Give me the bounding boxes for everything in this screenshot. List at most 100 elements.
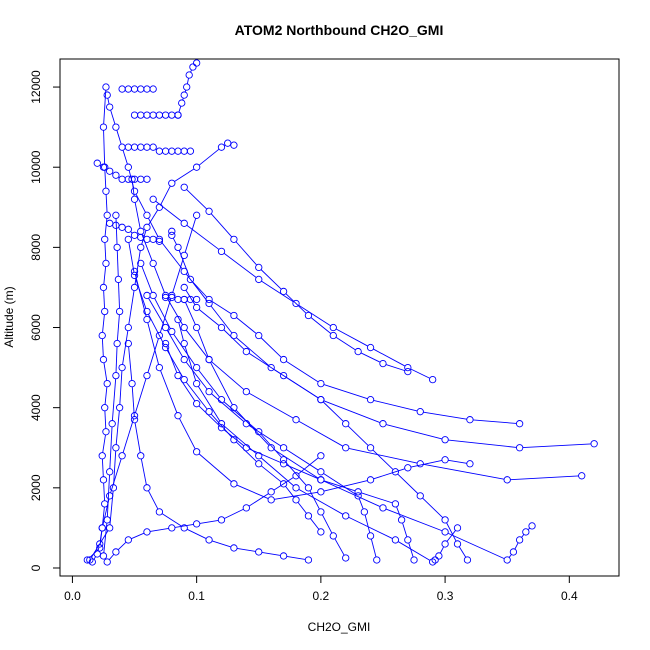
series-segment bbox=[103, 90, 107, 124]
data-point bbox=[128, 175, 136, 183]
series-segment bbox=[135, 278, 147, 309]
data-point bbox=[242, 444, 250, 452]
data-point bbox=[267, 363, 275, 372]
data-point bbox=[360, 508, 368, 516]
data-point bbox=[217, 420, 226, 428]
series-segment bbox=[103, 523, 108, 553]
data-point bbox=[590, 440, 598, 448]
data-point bbox=[410, 556, 418, 564]
y-axis: 0 2000 4000 6000 8000 10000 12000 bbox=[29, 70, 61, 571]
series-segment bbox=[148, 314, 165, 345]
data-point bbox=[205, 387, 213, 396]
data-point bbox=[255, 548, 263, 556]
data-point bbox=[317, 379, 325, 388]
data-point bbox=[112, 444, 120, 452]
data-point bbox=[168, 231, 176, 239]
series-segment bbox=[103, 130, 106, 165]
series-segment bbox=[192, 281, 208, 298]
data-point bbox=[230, 235, 238, 243]
data-point bbox=[242, 387, 250, 396]
series-segment bbox=[103, 482, 106, 501]
data-series-layer bbox=[83, 59, 598, 566]
series-segment bbox=[236, 548, 256, 552]
data-point bbox=[279, 552, 288, 560]
series-segment bbox=[334, 538, 345, 556]
data-point bbox=[391, 468, 400, 476]
data-point bbox=[113, 339, 121, 348]
series-segment bbox=[115, 346, 118, 373]
data-point bbox=[86, 556, 94, 564]
data-point bbox=[180, 295, 188, 304]
data-point bbox=[124, 323, 132, 332]
series-segment bbox=[211, 300, 232, 315]
data-point bbox=[130, 231, 139, 239]
series-segment bbox=[408, 542, 414, 558]
series-segment bbox=[223, 329, 245, 350]
data-point bbox=[149, 195, 157, 203]
series-segment bbox=[309, 490, 320, 510]
series-segment bbox=[514, 542, 519, 550]
data-point bbox=[192, 448, 201, 456]
data-point bbox=[466, 460, 474, 468]
data-point bbox=[255, 331, 263, 340]
data-point bbox=[168, 227, 176, 235]
series-segment bbox=[106, 474, 110, 517]
data-point bbox=[130, 267, 139, 276]
series-segment bbox=[286, 360, 319, 383]
series-segment bbox=[323, 480, 368, 492]
data-series bbox=[161, 339, 418, 564]
data-point bbox=[99, 476, 108, 484]
data-point bbox=[112, 123, 120, 131]
data-point bbox=[292, 496, 300, 504]
data-point bbox=[205, 408, 213, 416]
series-segment bbox=[186, 528, 207, 539]
data-point bbox=[143, 211, 151, 219]
data-point bbox=[112, 171, 120, 179]
series-segment bbox=[323, 473, 356, 495]
data-point bbox=[292, 299, 300, 308]
series-segment bbox=[211, 361, 245, 390]
data-point bbox=[180, 283, 188, 292]
data-point bbox=[161, 147, 170, 155]
data-point bbox=[180, 91, 188, 99]
series-segment bbox=[223, 252, 257, 278]
data-series bbox=[93, 159, 151, 183]
series-segment bbox=[348, 447, 418, 464]
series-segment bbox=[358, 498, 364, 510]
data-series bbox=[161, 293, 201, 304]
data-point bbox=[168, 179, 176, 187]
series-segment bbox=[260, 269, 282, 290]
series-segment bbox=[210, 213, 233, 238]
data-point bbox=[102, 83, 110, 91]
data-point bbox=[515, 420, 524, 428]
data-point bbox=[137, 452, 145, 460]
series-segment bbox=[111, 378, 117, 421]
data-point bbox=[130, 85, 139, 93]
data-point bbox=[114, 275, 123, 284]
series-segment bbox=[116, 250, 119, 277]
series-segment bbox=[323, 400, 381, 423]
series-segment bbox=[197, 386, 221, 422]
series-segment bbox=[274, 491, 318, 500]
data-point bbox=[317, 528, 325, 536]
series-segment bbox=[140, 458, 147, 485]
data-point bbox=[205, 207, 213, 215]
series-segment bbox=[236, 484, 269, 500]
series-segment bbox=[185, 329, 208, 358]
data-point bbox=[96, 540, 104, 548]
series-segment bbox=[273, 449, 319, 479]
series-segment bbox=[184, 218, 197, 253]
data-point bbox=[149, 143, 157, 151]
data-point bbox=[118, 143, 126, 151]
series-segment bbox=[248, 493, 269, 507]
data-point bbox=[102, 259, 110, 268]
data-point bbox=[155, 111, 164, 119]
data-point bbox=[503, 556, 511, 564]
series-segment bbox=[108, 554, 115, 560]
data-point bbox=[99, 123, 108, 131]
data-point bbox=[192, 363, 201, 372]
data-point bbox=[118, 223, 126, 231]
series-segment bbox=[385, 364, 405, 372]
data-point bbox=[124, 536, 132, 544]
series-segment bbox=[104, 410, 107, 429]
